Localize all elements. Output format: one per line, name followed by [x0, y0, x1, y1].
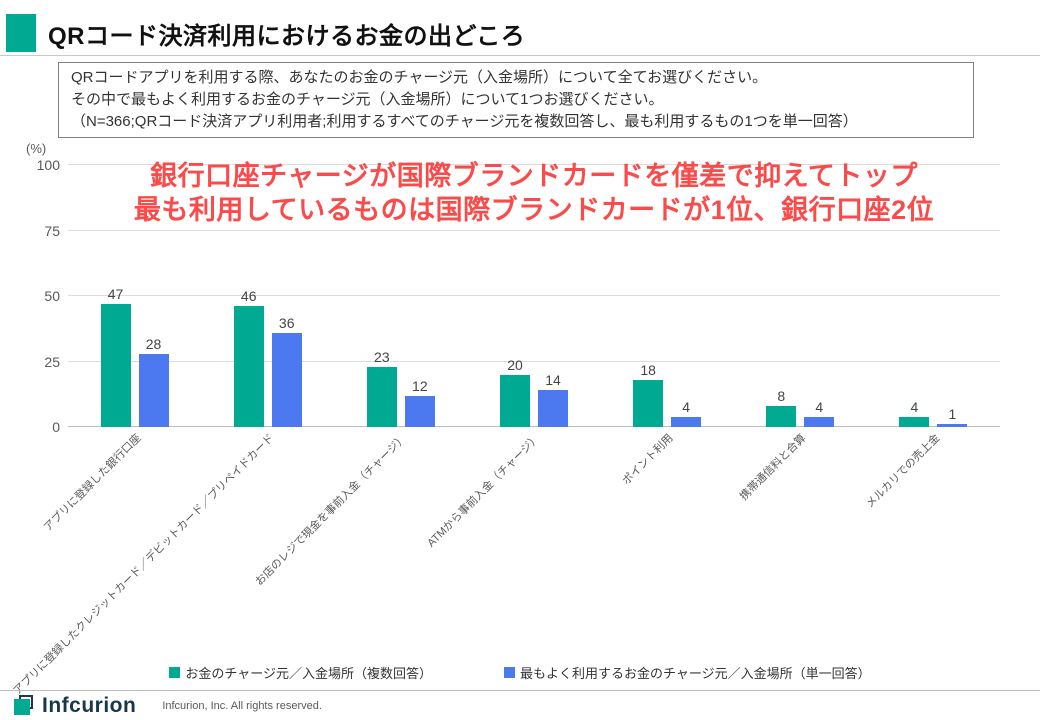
bar-column-s1-c1: 47: [100, 285, 131, 427]
bar-value-label: 12: [412, 377, 428, 394]
bar-value-label: 46: [240, 288, 257, 305]
infcurion-logo-icon: [12, 694, 36, 718]
bar-column-s1-c2: 46: [233, 288, 264, 427]
legend-item-single-answer: 最もよく利用するお金のチャージ元／入金場所（単一回答）: [504, 663, 871, 682]
bar-column-s1-c7: 4: [899, 398, 930, 427]
bar-value-label: 28: [145, 335, 162, 352]
bar-series2-アプリに登録したクレジットカード／デビットカード／プリペイドカード: [271, 332, 302, 427]
bar-value-label: 47: [107, 285, 124, 302]
gridline-25: [68, 360, 1000, 362]
legend-item-multiple-answer: お金のチャージ元／入金場所（複数回答）: [169, 663, 432, 682]
title-accent-bar: [6, 14, 36, 52]
bar-group-3: 23 12: [334, 165, 467, 427]
chart-plot-area: [68, 164, 1000, 427]
infcurion-logo-text: Infcurion: [42, 693, 137, 717]
bar-group-5: 18 4: [601, 165, 734, 427]
category-label-7: メルカリでの売上金: [863, 432, 943, 511]
logo-fill-square: [14, 699, 30, 715]
legend-label-multiple-answer: お金のチャージ元／入金場所（複数回答）: [185, 666, 432, 681]
bar-value-label: 36: [278, 314, 295, 331]
bar-value-label: 14: [545, 372, 561, 389]
bar-value-label: 4: [815, 398, 824, 415]
y-axis-unit-label: (%): [26, 141, 47, 156]
bar-group-4: 20 14: [467, 165, 600, 427]
slide-footer: Infcurion Infcurion, Inc. All rights res…: [0, 690, 1040, 720]
bar-column-s1-c6: 8: [766, 388, 797, 427]
bar-column-s1-c3: 23: [366, 348, 397, 427]
bar-series1-メルカリでの売上金: [899, 416, 930, 427]
bar-column-s2-c2: 36: [271, 314, 302, 427]
bar-series2-お店のレジで現金を事前入金（チャージ）: [404, 395, 435, 427]
bar-column-s1-c4: 20: [499, 356, 530, 427]
gridline-50: [68, 295, 1000, 296]
gridline-0: [68, 426, 1000, 427]
category-label-6: 携帯通信料と合算: [738, 432, 809, 503]
bar-column-s2-c6: 4: [804, 398, 835, 427]
bar-series1-携帯通信料と合算: [766, 406, 797, 427]
category-label-4: ATMから事前入金（チャージ）: [425, 432, 543, 550]
bar-value-label: 4: [682, 398, 691, 415]
annotation-line-2: 最も利用しているものは国際ブランドカードが1位、銀行口座2位: [133, 195, 935, 225]
bar-series2-メルカリでの売上金: [937, 424, 968, 427]
legend-swatch-blue: [504, 667, 515, 678]
bar-value-label: 23: [374, 348, 390, 365]
bar-group-2: 46 36: [201, 165, 334, 427]
bar-value-label: 1: [948, 406, 957, 423]
bar-series1-アプリに登録した銀行口座: [100, 303, 131, 427]
gridline-100: [68, 164, 1000, 165]
slide-header: QRコード決済利用におけるお金の出どころ: [0, 0, 1040, 56]
question-line-1: QRコードアプリを利用する際、あなたのお金のチャージ元（入金場所）について全てお…: [71, 69, 768, 86]
bar-value-label: 4: [910, 398, 919, 415]
y-tick-label-100: 100: [36, 157, 60, 173]
bar-series2-アプリに登録した銀行口座: [138, 353, 169, 427]
legend-label-single-answer: 最もよく利用するお金のチャージ元／入金場所（単一回答）: [520, 666, 871, 681]
chart-legend: お金のチャージ元／入金場所（複数回答） 最もよく利用するお金のチャージ元／入金場…: [0, 663, 1040, 682]
question-line-2: その中で最もよく利用するお金のチャージ元（入金場所）について1つお選びください。: [71, 91, 664, 108]
gridline-75: [68, 229, 1000, 231]
category-label-5: ポイント利用: [620, 432, 676, 488]
bar-series2-ATMから事前入金（チャージ）: [537, 390, 568, 427]
bar-series1-アプリに登録したクレジットカード／デビットカード／プリペイドカード: [233, 306, 264, 427]
bar-series1-ATMから事前入金（チャージ）: [499, 374, 530, 427]
bar-series1-お店のレジで現金を事前入金（チャージ）: [366, 366, 397, 427]
y-tick-label-0: 0: [52, 419, 60, 435]
question-line-3: （N=366;QRコード決済アプリ利用者;利用するすべてのチャージ元を複数回答し…: [71, 113, 858, 130]
key-insight-annotation: 銀行口座チャージが国際ブランドカードを僅差で抑えてトップ 最も利用しているものは…: [68, 159, 1000, 227]
category-label-3: お店のレジで現金を事前入金（チャージ）: [253, 432, 410, 589]
bar-series1-ポイント利用: [633, 379, 664, 427]
bar-series2-携帯通信料と合算: [804, 416, 835, 427]
bar-groups: 47 28 46 36 23 12 20 14 18 4 8 4 4 1: [68, 165, 1000, 427]
category-label-2: アプリに登録したクレジットカード／デビットカード／プリペイドカード: [11, 432, 277, 698]
legend-swatch-teal: [169, 667, 181, 678]
bar-series2-ポイント利用: [671, 416, 702, 427]
survey-question-box: QRコードアプリを利用する際、あなたのお金のチャージ元（入金場所）について全てお…: [58, 62, 974, 138]
category-label-1: アプリに登録した銀行口座: [41, 432, 144, 534]
y-tick-label-75: 75: [44, 222, 60, 239]
bar-column-s2-c4: 14: [537, 372, 568, 427]
y-tick-label-50: 50: [44, 288, 60, 304]
bar-column-s1-c5: 18: [633, 361, 664, 427]
bar-group-1: 47 28: [68, 165, 201, 427]
bar-value-label: 8: [777, 388, 786, 405]
annotation-line-1: 銀行口座チャージが国際ブランドカードを僅差で抑えてトップ: [150, 161, 918, 191]
bar-column-s2-c3: 12: [404, 377, 435, 427]
bar-column-s2-c7: 1: [937, 406, 968, 427]
y-tick-label-25: 25: [44, 353, 60, 370]
bar-value-label: 20: [507, 356, 523, 373]
bar-value-label: 18: [640, 361, 656, 378]
page-title: QRコード決済利用におけるお金の出どころ: [48, 23, 526, 50]
bar-column-s2-c1: 28: [138, 335, 169, 427]
copyright-text: Infcurion, Inc. All rights reserved.: [162, 699, 322, 712]
bar-column-s2-c5: 4: [671, 398, 702, 427]
